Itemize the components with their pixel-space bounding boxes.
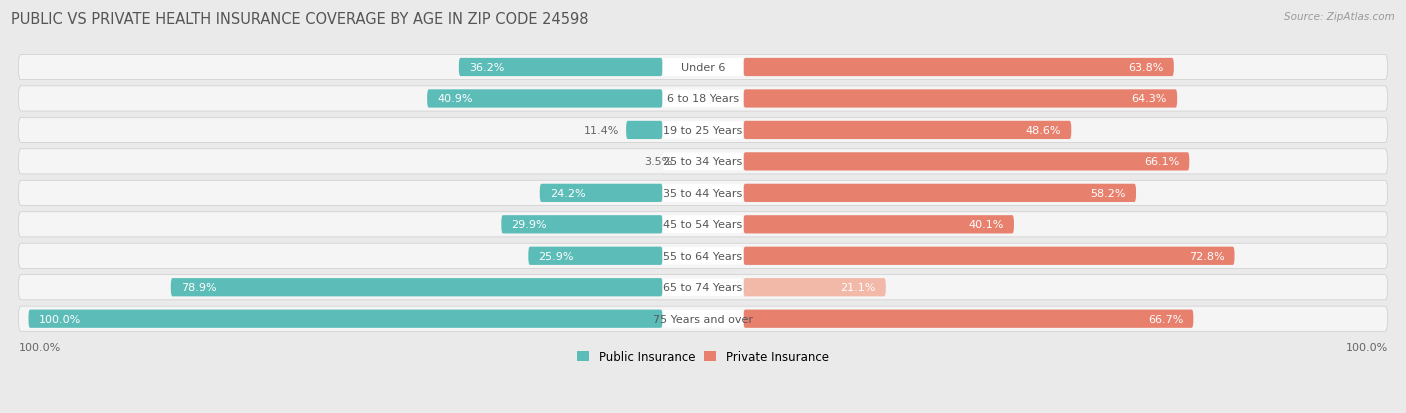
- Text: 100.0%: 100.0%: [1346, 342, 1388, 352]
- FancyBboxPatch shape: [18, 306, 1388, 332]
- FancyBboxPatch shape: [744, 278, 886, 297]
- Text: Source: ZipAtlas.com: Source: ZipAtlas.com: [1284, 12, 1395, 22]
- FancyBboxPatch shape: [170, 278, 662, 297]
- FancyBboxPatch shape: [18, 244, 1388, 269]
- FancyBboxPatch shape: [662, 279, 744, 297]
- Text: 36.2%: 36.2%: [470, 63, 505, 73]
- Text: 66.1%: 66.1%: [1144, 157, 1180, 167]
- FancyBboxPatch shape: [662, 310, 744, 328]
- FancyBboxPatch shape: [18, 118, 1388, 143]
- Text: 25.9%: 25.9%: [538, 251, 574, 261]
- Text: 64.3%: 64.3%: [1132, 94, 1167, 104]
- Legend: Public Insurance, Private Insurance: Public Insurance, Private Insurance: [572, 346, 834, 368]
- FancyBboxPatch shape: [662, 59, 744, 77]
- FancyBboxPatch shape: [18, 55, 1388, 81]
- Text: 45 to 54 Years: 45 to 54 Years: [664, 220, 742, 230]
- FancyBboxPatch shape: [662, 153, 744, 171]
- FancyBboxPatch shape: [662, 247, 744, 265]
- FancyBboxPatch shape: [744, 59, 1174, 77]
- Text: 11.4%: 11.4%: [583, 126, 620, 135]
- FancyBboxPatch shape: [18, 181, 1388, 206]
- Text: 66.7%: 66.7%: [1147, 314, 1184, 324]
- Text: 29.9%: 29.9%: [512, 220, 547, 230]
- FancyBboxPatch shape: [18, 275, 1388, 300]
- Text: 48.6%: 48.6%: [1025, 126, 1062, 135]
- FancyBboxPatch shape: [662, 122, 744, 140]
- FancyBboxPatch shape: [18, 212, 1388, 237]
- Text: 35 to 44 Years: 35 to 44 Years: [664, 188, 742, 198]
- FancyBboxPatch shape: [744, 121, 1071, 140]
- Text: 75 Years and over: 75 Years and over: [652, 314, 754, 324]
- Text: 25 to 34 Years: 25 to 34 Years: [664, 157, 742, 167]
- Text: Under 6: Under 6: [681, 63, 725, 73]
- Text: PUBLIC VS PRIVATE HEALTH INSURANCE COVERAGE BY AGE IN ZIP CODE 24598: PUBLIC VS PRIVATE HEALTH INSURANCE COVER…: [11, 12, 589, 27]
- FancyBboxPatch shape: [626, 121, 662, 140]
- Text: 40.1%: 40.1%: [969, 220, 1004, 230]
- FancyBboxPatch shape: [662, 90, 744, 108]
- FancyBboxPatch shape: [458, 59, 662, 77]
- Text: 72.8%: 72.8%: [1188, 251, 1225, 261]
- FancyBboxPatch shape: [28, 310, 662, 328]
- Text: 55 to 64 Years: 55 to 64 Years: [664, 251, 742, 261]
- Text: 65 to 74 Years: 65 to 74 Years: [664, 282, 742, 292]
- FancyBboxPatch shape: [744, 184, 1136, 202]
- FancyBboxPatch shape: [744, 247, 1234, 265]
- Text: 6 to 18 Years: 6 to 18 Years: [666, 94, 740, 104]
- Text: 19 to 25 Years: 19 to 25 Years: [664, 126, 742, 135]
- Text: 100.0%: 100.0%: [18, 342, 60, 352]
- FancyBboxPatch shape: [744, 216, 1014, 234]
- FancyBboxPatch shape: [18, 87, 1388, 112]
- Text: 40.9%: 40.9%: [437, 94, 472, 104]
- FancyBboxPatch shape: [662, 185, 744, 202]
- Text: 58.2%: 58.2%: [1091, 188, 1126, 198]
- Text: 21.1%: 21.1%: [841, 282, 876, 292]
- Text: 100.0%: 100.0%: [38, 314, 82, 324]
- Text: 63.8%: 63.8%: [1129, 63, 1164, 73]
- FancyBboxPatch shape: [502, 216, 662, 234]
- Text: 78.9%: 78.9%: [181, 282, 217, 292]
- FancyBboxPatch shape: [18, 150, 1388, 175]
- FancyBboxPatch shape: [529, 247, 662, 265]
- FancyBboxPatch shape: [427, 90, 662, 108]
- FancyBboxPatch shape: [744, 90, 1177, 108]
- FancyBboxPatch shape: [662, 216, 744, 234]
- FancyBboxPatch shape: [540, 184, 662, 202]
- Text: 3.5%: 3.5%: [644, 157, 672, 167]
- Text: 24.2%: 24.2%: [550, 188, 585, 198]
- FancyBboxPatch shape: [744, 310, 1194, 328]
- FancyBboxPatch shape: [744, 153, 1189, 171]
